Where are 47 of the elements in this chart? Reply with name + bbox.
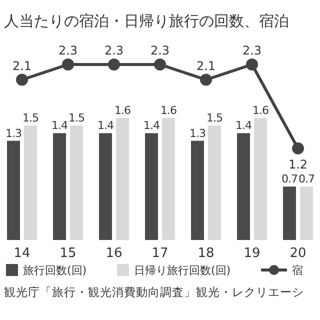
x-tick-label: 18 (198, 246, 214, 261)
bar (53, 133, 66, 240)
data-label: 1.5 (68, 112, 85, 125)
bar (24, 126, 37, 240)
bar (145, 133, 158, 240)
data-label: 1.6 (252, 104, 269, 117)
data-label: 2.3 (150, 44, 170, 58)
text: 観光庁「旅行・観光消費動向調査」観光・レクリエーシ (4, 285, 304, 299)
data-label: 1.4 (236, 119, 252, 132)
data-label: 1.4 (52, 119, 68, 132)
data-label: 1.3 (190, 126, 206, 140)
data-label: 2.3 (58, 44, 78, 58)
x-tick-label: 16 (106, 246, 122, 261)
data-label: 2.1 (196, 58, 216, 73)
bar (162, 118, 175, 240)
data-label: 2.3 (104, 44, 124, 58)
bar (254, 118, 267, 240)
data-label: 1.3 (6, 126, 22, 140)
x-tick-label: 15 (60, 246, 76, 261)
data-label: 1.6 (160, 104, 177, 117)
data-label: 1.4 (98, 119, 114, 132)
data-label: 1.6 (114, 104, 131, 117)
x-tick-label: 19 (244, 246, 260, 261)
data-label: 0.7 (282, 172, 298, 186)
legend-label: 旅行回数(回) (23, 264, 87, 277)
x-tick-label: 20 (290, 246, 306, 261)
data-label: 2.1 (12, 58, 32, 73)
bar (191, 140, 204, 240)
data-label: 1.5 (22, 112, 39, 125)
legend-label: 宿 (292, 264, 303, 277)
legend-label: 日帰り旅行回数(回) (134, 264, 231, 277)
bar (116, 118, 129, 240)
bar (283, 186, 296, 240)
x-tick-label: 17 (152, 246, 168, 261)
bar (300, 186, 313, 240)
bar (70, 126, 83, 240)
data-label: 0.7 (298, 172, 315, 186)
bar (99, 133, 112, 240)
bar (237, 133, 250, 240)
data-label: 2.3 (242, 44, 262, 58)
x-tick-label: 14 (14, 246, 30, 261)
bar (208, 126, 221, 240)
bar (7, 140, 20, 240)
chart-title: 人当たりの宿泊・日帰り旅行の回数、宿泊 (4, 12, 289, 30)
data-label: 1.4 (144, 119, 160, 132)
data-label: 1.5 (206, 112, 223, 125)
data-label: 1.2 (288, 157, 308, 172)
